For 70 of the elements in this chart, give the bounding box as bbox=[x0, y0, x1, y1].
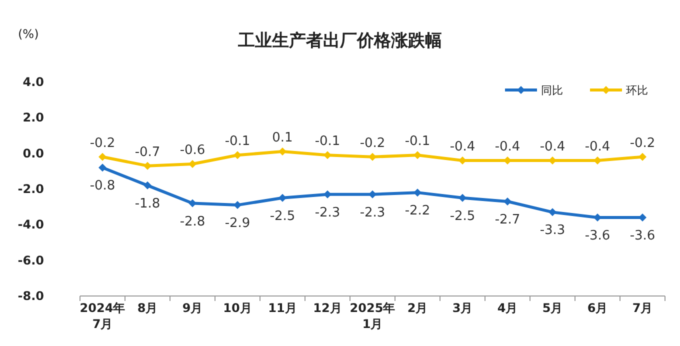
data-label: -2.5 bbox=[450, 208, 476, 224]
point bbox=[144, 162, 152, 170]
data-label: -3.6 bbox=[584, 228, 610, 244]
x-tick-label: 4月 bbox=[497, 301, 518, 315]
x-tick-label: 9月 bbox=[182, 301, 203, 315]
point bbox=[98, 164, 106, 172]
data-label: -2.3 bbox=[314, 205, 340, 220]
point bbox=[278, 148, 286, 156]
x-tick-label: 11月 bbox=[268, 301, 297, 315]
data-label: -0.1 bbox=[224, 134, 250, 150]
x-tick-label: 5月 bbox=[542, 301, 563, 315]
x-tick-label: 2024年 7月 bbox=[80, 301, 126, 331]
x-tick-label: 2025年 1月 bbox=[350, 301, 396, 331]
point bbox=[638, 152, 646, 161]
legend-label: 环比 bbox=[626, 84, 648, 97]
point bbox=[98, 152, 106, 161]
x-tick-label: 8月 bbox=[137, 301, 158, 315]
y-tick-label: -6.0 bbox=[18, 253, 44, 268]
point bbox=[278, 194, 286, 202]
data-label: -3.6 bbox=[630, 228, 656, 244]
data-label: -0.2 bbox=[630, 136, 656, 151]
data-label: -3.3 bbox=[540, 223, 566, 238]
data-label: -0.4 bbox=[540, 139, 566, 154]
legend-label: 同比 bbox=[541, 84, 563, 97]
data-label: -0.4 bbox=[494, 139, 520, 154]
y-tick-label: 0.0 bbox=[22, 146, 44, 160]
y-axis-title: (%) bbox=[18, 27, 39, 41]
x-tick-label: 6月 bbox=[587, 301, 608, 315]
data-label: -2.7 bbox=[494, 212, 520, 228]
data-label: -0.4 bbox=[450, 139, 476, 154]
data-label: -0.1 bbox=[404, 134, 430, 150]
data-label: -0.6 bbox=[180, 143, 206, 158]
point bbox=[324, 190, 332, 198]
point bbox=[368, 152, 376, 161]
point bbox=[144, 181, 152, 190]
x-tick-label: 12月 bbox=[313, 301, 342, 315]
data-label: -2.8 bbox=[180, 214, 206, 230]
y-tick-label: 2.0 bbox=[22, 110, 44, 125]
point bbox=[234, 201, 242, 210]
point bbox=[414, 151, 422, 160]
y-tick-label: -8.0 bbox=[18, 289, 44, 303]
point bbox=[504, 197, 512, 206]
data-label: -2.5 bbox=[270, 208, 296, 224]
y-tick-label: -4.0 bbox=[18, 218, 44, 232]
data-label: -0.2 bbox=[360, 136, 386, 151]
point bbox=[234, 151, 242, 160]
data-label: -0.8 bbox=[90, 178, 116, 194]
point bbox=[414, 188, 422, 197]
data-label: -1.8 bbox=[134, 196, 160, 212]
data-label: 0.1 bbox=[272, 130, 293, 146]
data-label: -0.7 bbox=[134, 144, 160, 160]
chart-title: 工业生产者出厂价格涨跌幅 bbox=[237, 31, 442, 51]
x-tick-label: 2月 bbox=[407, 301, 428, 315]
point bbox=[324, 151, 332, 160]
data-label: -0.1 bbox=[314, 134, 340, 150]
point bbox=[548, 208, 556, 216]
y-tick-label: 4.0 bbox=[22, 75, 44, 89]
x-tick-label: 7月 bbox=[632, 301, 653, 315]
data-label: -0.4 bbox=[584, 139, 610, 154]
point bbox=[188, 160, 196, 168]
data-label: -2.9 bbox=[224, 216, 250, 232]
data-label: -2.3 bbox=[360, 205, 386, 220]
point bbox=[458, 194, 466, 202]
y-tick-label: -2.0 bbox=[18, 182, 44, 196]
point bbox=[368, 190, 376, 198]
point bbox=[188, 199, 196, 208]
x-tick-label: 10月 bbox=[223, 301, 252, 315]
data-label: -0.2 bbox=[90, 136, 116, 151]
x-tick-label: 3月 bbox=[452, 301, 473, 315]
data-label: -2.2 bbox=[404, 204, 430, 219]
